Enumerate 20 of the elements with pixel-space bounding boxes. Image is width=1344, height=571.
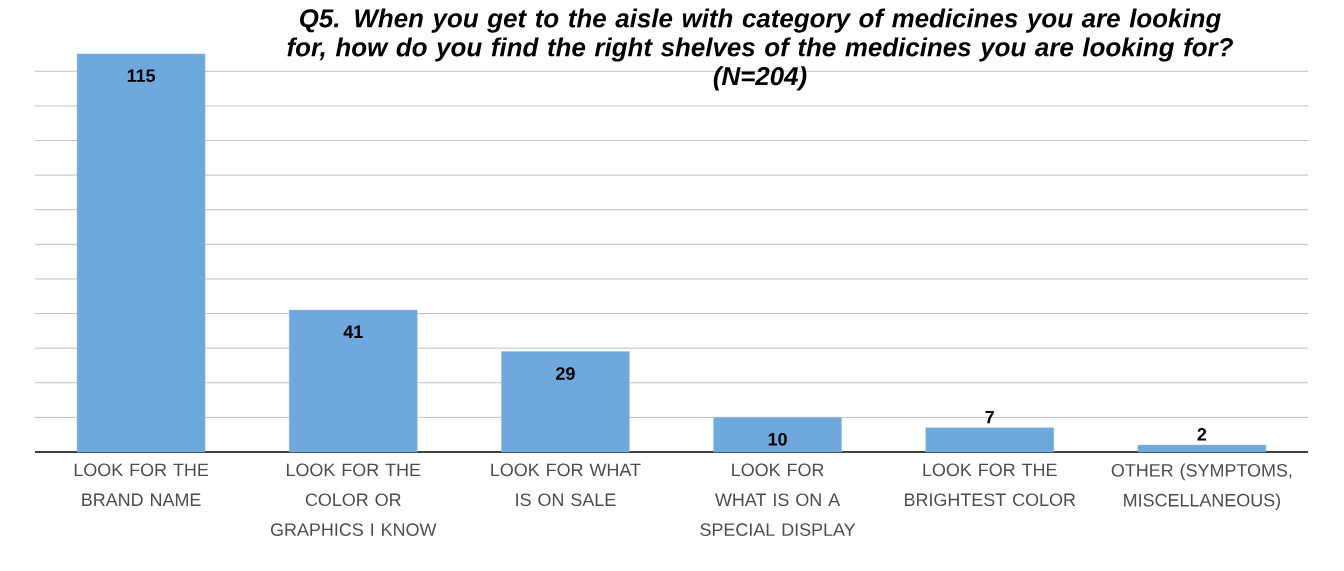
bar (501, 351, 630, 453)
bar (925, 427, 1054, 453)
x-tick-label: OTHER (SYMPTOMS, MISCELLANEOUS) (1111, 463, 1292, 511)
chart-subtitle: (N=204) (713, 66, 807, 91)
data-label: 115 (127, 69, 156, 83)
data-label: 7 (985, 410, 994, 424)
x-tick-label: LOOK FOR THE BRAND NAME (74, 463, 209, 506)
data-label: 10 (768, 432, 787, 446)
x-tick-label: LOOK FOR WHAT IS ON SALE (491, 463, 641, 507)
bar (1137, 444, 1267, 453)
data-label: 41 (343, 325, 363, 338)
x-tick-label: LOOK FOR WHAT IS ON A SPECIAL DISPLAY (700, 463, 856, 536)
bar (289, 309, 418, 453)
bar (76, 53, 206, 453)
data-label: 2 (1197, 428, 1207, 441)
chart-title: Q5. When you get to the aisle with category of medicines you are looking for, how do you find the right shelves of the medicines you are looking for? (287, 8, 1233, 62)
x-tick-label: LOOK FOR THE BRIGHTEST COLOR (905, 463, 1076, 507)
x-tick-label: LOOK FOR THE COLOR OR GRAPHICS I KNOW (270, 463, 437, 536)
data-label: 29 (556, 367, 575, 380)
bar (713, 417, 842, 453)
